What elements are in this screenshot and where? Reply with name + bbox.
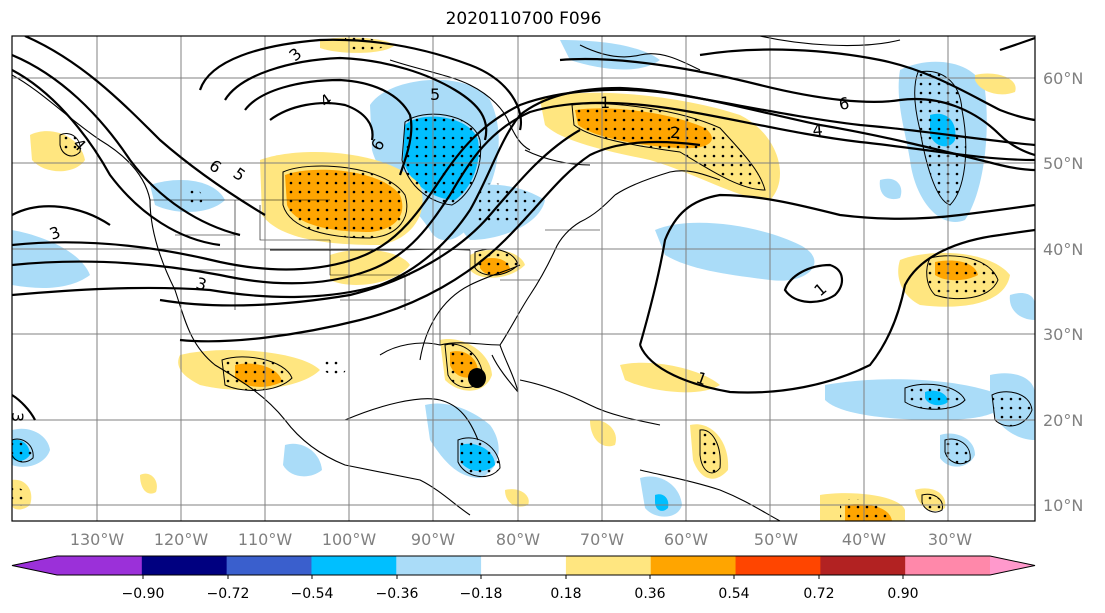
colorbar-segment (311, 556, 397, 575)
positive-anomaly-area (620, 362, 720, 393)
colorbar-tick-label: −0.54 (291, 586, 334, 602)
graticule (12, 36, 1035, 521)
lon-label: 30°W (928, 530, 972, 549)
map-panel: 3 4 5 6 5 6 4 3 3 3 1 1 6 4 2 1 (8, 36, 1035, 521)
colorbar-segment (141, 556, 228, 575)
colorbar-segment (820, 556, 906, 575)
colorbar-segment (905, 556, 991, 575)
positive-anomaly-area (975, 73, 1016, 95)
negative-anomaly-area (12, 230, 90, 288)
negative-anomaly-area (655, 222, 815, 281)
lon-label: 80°W (496, 530, 540, 549)
contour-label: 6 (837, 93, 850, 113)
lon-label: 90°W (411, 530, 455, 549)
colorbar-tick-label: 0.18 (550, 586, 581, 602)
lon-label: 60°W (664, 530, 708, 549)
lon-label: 40°W (842, 530, 886, 549)
lon-label: 120°W (154, 530, 209, 549)
lat-label: 50°N (1043, 154, 1083, 173)
storm-marker (468, 368, 486, 388)
colorbar-tick-label: 0.72 (803, 586, 834, 602)
contour-label: 5 (430, 85, 440, 104)
colorbar-extend-max (990, 556, 1035, 575)
lon-label: 50°W (754, 530, 798, 549)
map-title: 2020110700 F096 (445, 9, 602, 29)
negative-anomaly-area (283, 443, 322, 477)
negative-anomaly-area (1009, 293, 1035, 320)
colorbar-outline (11, 555, 1036, 576)
map-frame (11, 35, 1036, 522)
lat-label: 40°N (1043, 240, 1083, 259)
colorbar-tick-label: −0.36 (376, 586, 419, 602)
colorbar: −0.90 −0.72 −0.54 −0.36 −0.18 0.18 0.36 0.54 0.7… (11, 555, 1036, 602)
contour-label: 3 (194, 274, 209, 295)
contour-label: 2 (670, 123, 680, 142)
lon-label: 70°W (580, 530, 624, 549)
colorbar-tick-label: 0.54 (718, 586, 749, 602)
colorbar-segment (650, 556, 737, 575)
colorbar-segment (57, 556, 143, 575)
lon-label: 130°W (70, 530, 125, 549)
colorbar-segment (226, 556, 312, 575)
negative-anomaly-area (879, 178, 902, 200)
height-contours (12, 36, 1035, 421)
colorbar-tick-label: −0.90 (122, 586, 165, 602)
colorbar-segment (565, 556, 652, 575)
lon-label: 110°W (238, 530, 293, 549)
colorbar-segment (396, 556, 482, 575)
latitude-labels: 60°N 50°N 40°N 30°N 20°N 10°N (1043, 69, 1083, 515)
colorbar-tick-label: 0.36 (634, 586, 665, 602)
colorbar-tick-label: −0.18 (460, 586, 503, 602)
colorbar-segment (735, 556, 821, 575)
positive-anomaly-area (505, 489, 529, 507)
negative-anomaly-core (655, 494, 669, 511)
contour-label: 4 (812, 120, 824, 140)
contour-label: 3 (8, 412, 27, 422)
lat-label: 60°N (1043, 69, 1083, 88)
lat-label: 10°N (1043, 496, 1083, 515)
positive-anomaly-area (590, 419, 616, 447)
colorbar-tick-label: 0.90 (887, 586, 918, 602)
colorbar-extend-min (12, 556, 57, 575)
colorbar-tick-label: −0.72 (207, 586, 250, 602)
colorbar-segment (481, 556, 567, 575)
lat-label: 30°N (1043, 325, 1083, 344)
lon-label: 100°W (322, 530, 377, 549)
longitude-labels: 130°W 120°W 110°W 100°W 90°W 80°W 70°W 6… (70, 530, 972, 549)
positive-anomaly-area (140, 473, 157, 494)
lat-label: 20°N (1043, 411, 1083, 430)
contour-label: 1 (600, 93, 610, 112)
